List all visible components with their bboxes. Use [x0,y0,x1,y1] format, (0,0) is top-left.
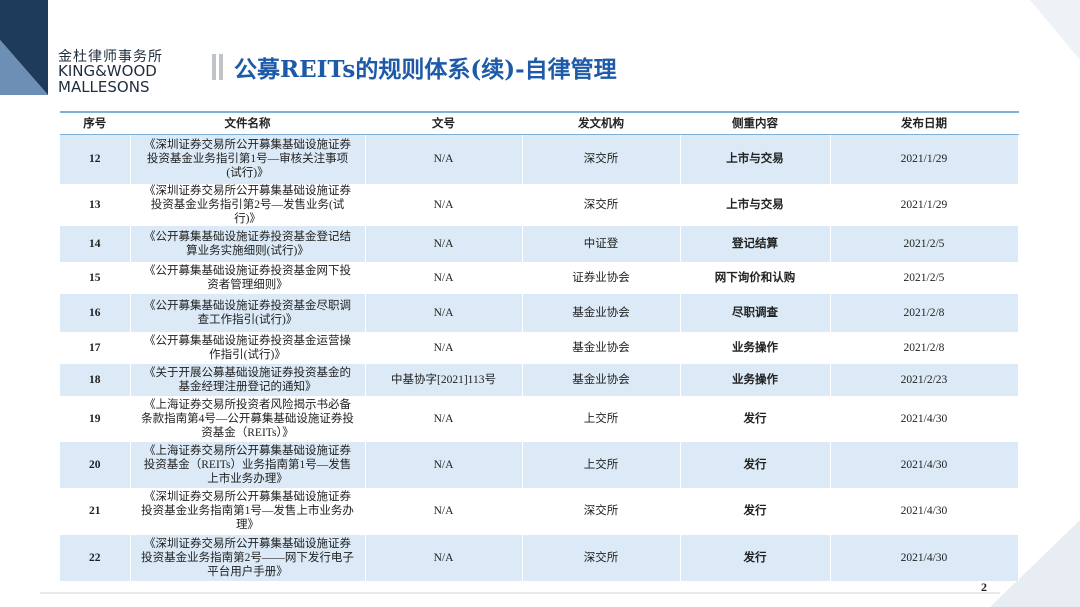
table-row: 20 《上海证券交易所公开募集基础设施证券投资基金（REITs）业务指南第1号—发… [60,441,1019,488]
logo-line: MALLESONS [58,78,150,96]
document-number: N/A [365,441,523,488]
page-number: 2 [981,580,987,594]
row-number: 12 [60,134,131,184]
header-cell: 发布日期 [830,112,1019,135]
document-name: 《深圳证券交易所公开募集基础设施证券投资基金业务指引第1号—审核关注事项(试行)… [130,134,366,184]
header-cell: 文号 [365,112,523,135]
document-number: 中基协字[2021]113号 [365,363,523,396]
row-number: 16 [60,293,131,332]
logo-line: KING&WOOD [58,62,157,80]
table-row: 18 《关于开展公募基础设施证券投资基金的基金经理注册登记的通知》 中基协字[202… [60,363,1019,396]
header-cell: 侧重内容 [680,112,831,135]
table-row: 14 《公开募集基础设施证券投资基金登记结算业务实施细则(试行)》 N/A 中证登 登记… [60,225,1019,262]
focus: 发行 [680,441,831,488]
table-row: 16 《公开募集基础设施证券投资基金尽职调查工作指引(试行)》 N/A 基金业协会 尽职… [60,293,1019,332]
release-date: 2021/4/30 [830,487,1019,535]
row-number: 22 [60,534,131,581]
document-name: 《深圳证券交易所公开募集基础设施证券投资基金业务指引第2号—发售业务(试行)》 [130,183,366,226]
document-name: 《深圳证券交易所公开募集基础设施证券投资基金业务指南第1号—发售上市业务办理》 [130,487,366,535]
row-number: 17 [60,331,131,364]
document-name: 《公开募集基础设施证券投资基金登记结算业务实施细则(试行)》 [130,225,366,262]
document-name: 《上海证券交易所公开募集基础设施证券投资基金（REITs）业务指南第1号—发售上… [130,441,366,488]
row-number: 20 [60,441,131,488]
document-number: N/A [365,395,523,442]
document-name: 《深圳证券交易所公开募集基础设施证券投资基金业务指南第2号——网下发行电子平台用… [130,534,366,581]
issuer: 基金业协会 [522,331,681,364]
table-row: 12 《深圳证券交易所公开募集基础设施证券投资基金业务指引第1号—审核关注事项(试… [60,134,1019,184]
issuer: 上交所 [522,441,681,488]
header-cell: 序号 [60,112,131,135]
focus: 上市与交易 [680,134,831,184]
table-row: 13 《深圳证券交易所公开募集基础设施证券投资基金业务指引第2号—发售业务(试行)… [60,183,1019,226]
header-row: 序号 文件名称 文号 发文机构 侧重内容 发布日期 [60,112,1019,135]
document-number: N/A [365,183,523,226]
table-row: 17 《公开募集基础设施证券投资基金运营操作指引(试行)》 N/A 基金业协会 业务操作… [60,331,1019,364]
table-row: 19 《上海证券交易所投资者风险揭示书必备条款指南第4号—公开募集基础设施证券投资… [60,395,1019,442]
focus: 发行 [680,487,831,535]
release-date: 2021/2/8 [830,293,1019,332]
document-name: 《关于开展公募基础设施证券投资基金的基金经理注册登记的通知》 [130,363,366,396]
release-date: 2021/4/30 [830,441,1019,488]
issuer: 深交所 [522,183,681,226]
row-number: 13 [60,183,131,226]
issuer: 基金业协会 [522,363,681,396]
issuer: 基金业协会 [522,293,681,332]
release-date: 2021/4/30 [830,395,1019,442]
table-row: 22 《深圳证券交易所公开募集基础设施证券投资基金业务指南第2号——网下发行电子平… [60,534,1019,581]
document-number: N/A [365,331,523,364]
focus: 业务操作 [680,331,831,364]
focus: 业务操作 [680,363,831,396]
release-date: 2021/1/29 [830,183,1019,226]
row-number: 14 [60,225,131,262]
document-number: N/A [365,134,523,184]
document-number: N/A [365,261,523,294]
logo-chinese: 金杜律师事务所 [58,49,163,65]
release-date: 2021/2/5 [830,261,1019,294]
release-date: 2021/2/23 [830,363,1019,396]
row-number: 15 [60,261,131,294]
document-name: 《上海证券交易所投资者风险揭示书必备条款指南第4号—公开募集基础设施证券投资基金… [130,395,366,442]
focus: 网下询价和认购 [680,261,831,294]
issuer: 上交所 [522,395,681,442]
focus: 尽职调查 [680,293,831,332]
table-row: 15 《公开募集基础设施证券投资基金网下投资者管理细则》 N/A 证券业协会 网下询价和… [60,261,1019,294]
rules-table: 序号 文件名称 文号 发文机构 侧重内容 发布日期 12 《深圳证券交易所公开募集基础设施证… [60,111,1019,581]
issuer: 中证登 [522,225,681,262]
issuer: 证券业协会 [522,261,681,294]
header-cell: 发文机构 [522,112,681,135]
document-name: 《公开募集基础设施证券投资基金尽职调查工作指引(试行)》 [130,293,366,332]
focus: 发行 [680,395,831,442]
row-number: 19 [60,395,131,442]
issuer: 深交所 [522,487,681,535]
focus: 上市与交易 [680,183,831,226]
document-name: 《公开募集基础设施证券投资基金网下投资者管理细则》 [130,261,366,294]
header-cell: 文件名称 [130,112,366,135]
table-row: 21 《深圳证券交易所公开募集基础设施证券投资基金业务指南第1号—发售上市业务办理… [60,487,1019,535]
row-number: 18 [60,363,131,396]
focus: 发行 [680,534,831,581]
issuer: 深交所 [522,534,681,581]
document-number: N/A [365,225,523,262]
document-number: N/A [365,534,523,581]
row-number: 21 [60,487,131,535]
document-number: N/A [365,293,523,332]
slide-title: 公募REITs的规则体系(续)-自律管理 [234,56,617,83]
issuer: 深交所 [522,134,681,184]
focus: 登记结算 [680,225,831,262]
release-date: 2021/1/29 [830,134,1019,184]
release-date: 2021/4/30 [830,534,1019,581]
document-number: N/A [365,487,523,535]
release-date: 2021/2/5 [830,225,1019,262]
document-name: 《公开募集基础设施证券投资基金运营操作指引(试行)》 [130,331,366,364]
release-date: 2021/2/8 [830,331,1019,364]
